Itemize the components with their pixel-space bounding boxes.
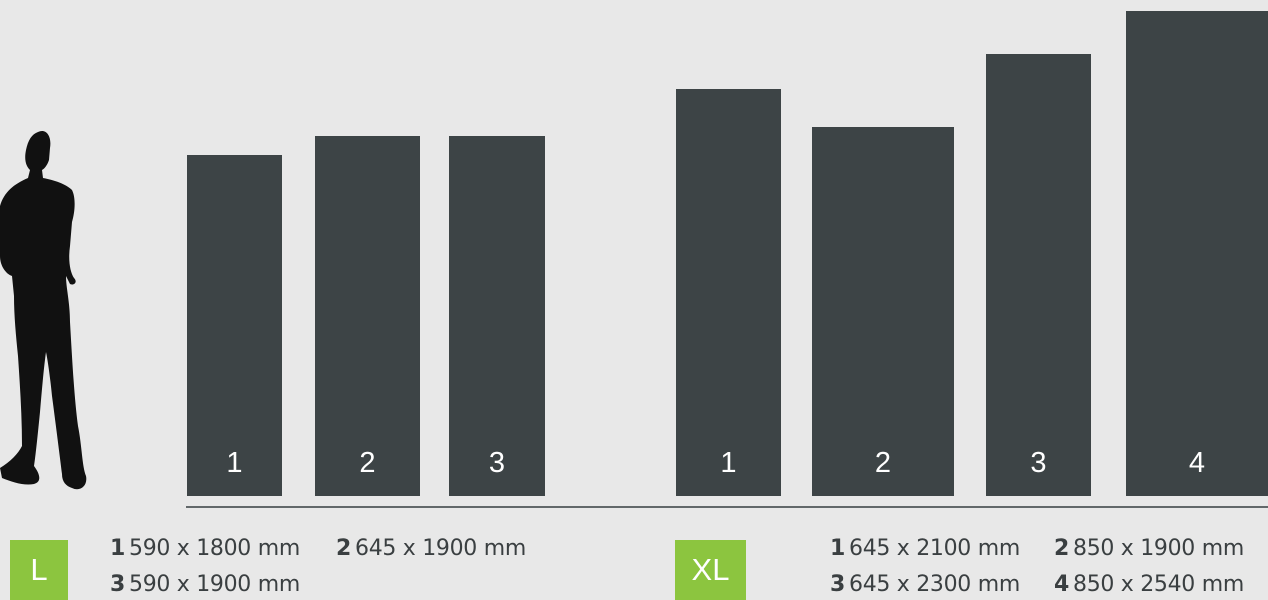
bar-xl-3: 3	[986, 54, 1091, 496]
spec-xl-1: 1 645 x 2100 mm	[830, 536, 1020, 561]
spec-number: 3	[110, 572, 126, 597]
bar-label: 1	[226, 447, 243, 479]
spec-dims: 645 x 2100 mm	[849, 536, 1020, 561]
spec-number: 1	[830, 536, 846, 561]
bar-l-2: 2	[315, 136, 420, 496]
spec-dims: 590 x 1800 mm	[129, 536, 300, 561]
spec-dims: 590 x 1900 mm	[129, 572, 300, 597]
bar-label: 1	[720, 447, 737, 479]
spec-number: 1	[110, 536, 126, 561]
spec-dims: 645 x 2300 mm	[849, 572, 1020, 597]
spec-xl-4: 4 850 x 2540 mm	[1054, 572, 1244, 597]
bar-label: 2	[874, 447, 892, 479]
spec-dims: 850 x 2540 mm	[1073, 572, 1244, 597]
bar-label: 4	[1188, 447, 1206, 479]
size-badge-l: L	[10, 540, 68, 600]
spec-xl-3: 3 645 x 2300 mm	[830, 572, 1020, 597]
bar-label: 3	[488, 447, 506, 479]
floor-line	[186, 506, 1268, 508]
spec-number: 2	[1054, 536, 1070, 561]
bar-l-3: 3	[449, 136, 545, 496]
bar-label: 2	[359, 447, 376, 479]
size-badge-xl: XL	[675, 540, 746, 600]
bar-xl-1: 1	[676, 89, 781, 496]
spec-xl-2: 2 850 x 1900 mm	[1054, 536, 1244, 561]
bar-label: 3	[1030, 447, 1047, 479]
spec-dims: 645 x 1900 mm	[355, 536, 526, 561]
spec-number: 3	[830, 572, 846, 597]
spec-dims: 850 x 1900 mm	[1073, 536, 1244, 561]
spec-l-1: 1 590 x 1800 mm	[110, 536, 300, 561]
spec-number: 2	[336, 536, 352, 561]
bar-xl-4: 4	[1126, 11, 1268, 496]
bar-xl-2: 2	[812, 127, 954, 496]
bar-l-1: 1	[187, 155, 282, 496]
spec-number: 4	[1054, 572, 1070, 597]
person-silhouette-icon	[0, 130, 87, 490]
spec-l-3: 3 590 x 1900 mm	[110, 572, 300, 597]
spec-l-2: 2 645 x 1900 mm	[336, 536, 526, 561]
